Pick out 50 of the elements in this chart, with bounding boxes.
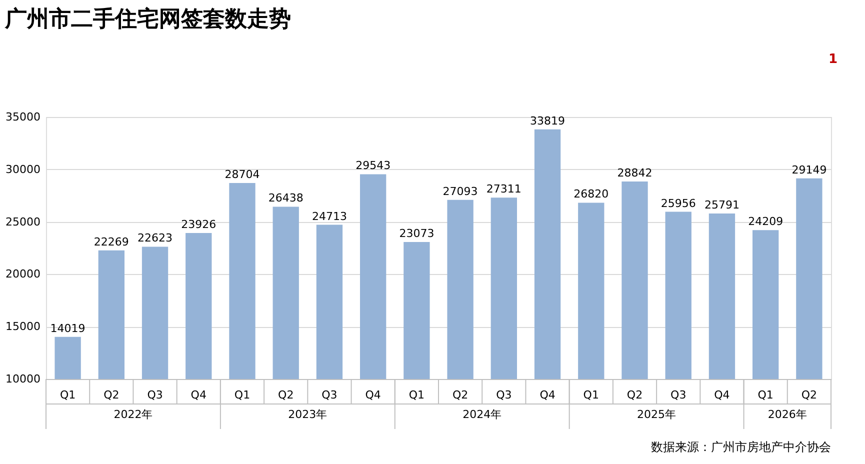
x-tick-label: Q2 [452, 388, 468, 402]
data-label: 28704 [224, 168, 260, 181]
y-tick-label: 20000 [6, 268, 40, 281]
chart-title: 广州市二手住宅网签套数走势 [4, 6, 292, 32]
text: 1 [828, 52, 838, 67]
x-tick-label: Q1 [408, 388, 425, 402]
data-label: 23073 [399, 226, 434, 240]
x-tick-label: Q4 [714, 388, 730, 402]
x-tick-label: Q3 [147, 388, 163, 402]
x-tick-label: Q2 [278, 388, 294, 402]
data-label: 29543 [356, 159, 391, 172]
x-tick-label: Q2 [801, 388, 818, 402]
text: 2023年 [288, 408, 328, 421]
data-label: 27093 [442, 184, 478, 198]
x-tick-label: Q3 [496, 388, 512, 402]
text: 2025年 [637, 408, 676, 421]
text: 2024年 [462, 408, 502, 421]
y-tick-label: 30000 [6, 162, 40, 176]
x-tick-label: Q3 [670, 388, 686, 402]
text: 2022年 [114, 408, 153, 421]
data-label: 23926 [181, 218, 216, 232]
data-label: 22623 [138, 232, 173, 245]
data-label: 26820 [574, 188, 609, 201]
data-label: 24209 [748, 215, 784, 228]
x-tick-label: Q1 [60, 388, 76, 402]
data-label: 27311 [486, 182, 522, 196]
x-tick-label: Q1 [583, 388, 599, 402]
x-tick-label: Q2 [626, 388, 643, 402]
x-tick-label: Q1 [758, 388, 774, 402]
x-tick-label: Q4 [540, 388, 556, 402]
data-label: 24713 [312, 210, 347, 223]
x-tick-label: Q4 [190, 388, 206, 402]
text: 2026年 [768, 408, 807, 421]
x-tick-label: Q4 [365, 388, 381, 402]
source-note: 数据来源：广州市房地产中介协会 [651, 440, 831, 454]
data-label: 25791 [704, 198, 740, 212]
y-tick-label: 35000 [6, 110, 40, 124]
data-label: 33819 [530, 114, 566, 128]
data-label: 14019 [50, 322, 86, 335]
y-tick-label: 15000 [6, 320, 40, 334]
data-label: 28842 [617, 166, 652, 180]
y-tick-label: 10000 [6, 372, 40, 386]
data-label: 29149 [792, 163, 827, 176]
x-tick-label: Q3 [322, 388, 338, 402]
y-tick-label: 25000 [6, 215, 40, 228]
x-tick-label: Q2 [104, 388, 120, 402]
data-label: 26438 [268, 192, 304, 205]
data-label: 22269 [94, 235, 129, 248]
x-tick-label: Q1 [234, 388, 250, 402]
data-label: 25956 [660, 196, 696, 210]
